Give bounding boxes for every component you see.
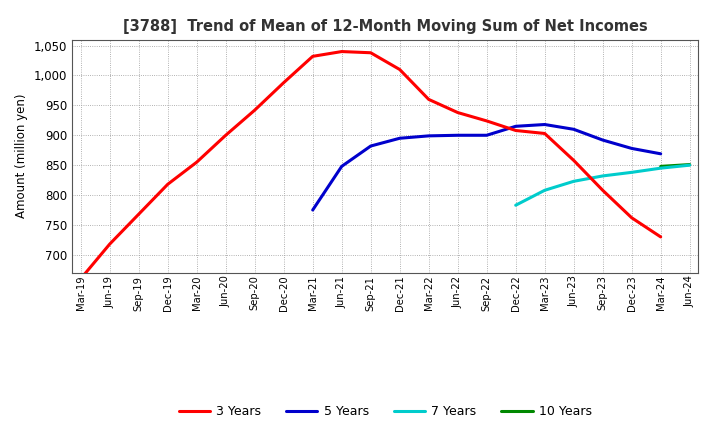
3 Years	[598, 187, 607, 193]
5 Years	[657, 151, 665, 157]
5 Years	[338, 164, 346, 169]
3 Years	[395, 67, 404, 72]
10 Years	[657, 164, 665, 169]
Line: 10 Years: 10 Years	[661, 165, 690, 166]
3 Years	[135, 212, 143, 217]
3 Years	[424, 97, 433, 102]
5 Years	[366, 143, 375, 149]
5 Years	[541, 122, 549, 127]
5 Years	[511, 124, 520, 129]
7 Years	[511, 202, 520, 208]
7 Years	[685, 162, 694, 168]
5 Years	[454, 132, 462, 138]
Line: 5 Years: 5 Years	[312, 125, 661, 210]
3 Years	[511, 128, 520, 133]
3 Years	[627, 215, 636, 220]
3 Years	[192, 160, 201, 165]
3 Years	[366, 50, 375, 55]
3 Years	[105, 242, 114, 247]
5 Years	[482, 132, 491, 138]
3 Years	[251, 107, 259, 113]
3 Years	[76, 276, 85, 282]
3 Years	[308, 54, 317, 59]
Title: [3788]  Trend of Mean of 12-Month Moving Sum of Net Incomes: [3788] Trend of Mean of 12-Month Moving …	[123, 19, 647, 34]
5 Years	[424, 133, 433, 139]
7 Years	[570, 179, 578, 184]
5 Years	[308, 207, 317, 213]
3 Years	[163, 182, 172, 187]
Line: 3 Years: 3 Years	[81, 51, 661, 279]
5 Years	[598, 137, 607, 143]
3 Years	[221, 132, 230, 138]
3 Years	[570, 158, 578, 163]
10 Years	[685, 162, 694, 167]
3 Years	[454, 110, 462, 115]
Line: 7 Years: 7 Years	[516, 165, 690, 205]
7 Years	[657, 165, 665, 171]
5 Years	[395, 136, 404, 141]
7 Years	[598, 173, 607, 179]
3 Years	[541, 131, 549, 136]
Legend: 3 Years, 5 Years, 7 Years, 10 Years: 3 Years, 5 Years, 7 Years, 10 Years	[174, 400, 597, 423]
3 Years	[657, 234, 665, 239]
Y-axis label: Amount (million yen): Amount (million yen)	[15, 94, 28, 218]
5 Years	[627, 146, 636, 151]
3 Years	[279, 80, 288, 85]
5 Years	[570, 127, 578, 132]
7 Years	[627, 170, 636, 175]
3 Years	[338, 49, 346, 54]
7 Years	[541, 187, 549, 193]
3 Years	[482, 118, 491, 124]
